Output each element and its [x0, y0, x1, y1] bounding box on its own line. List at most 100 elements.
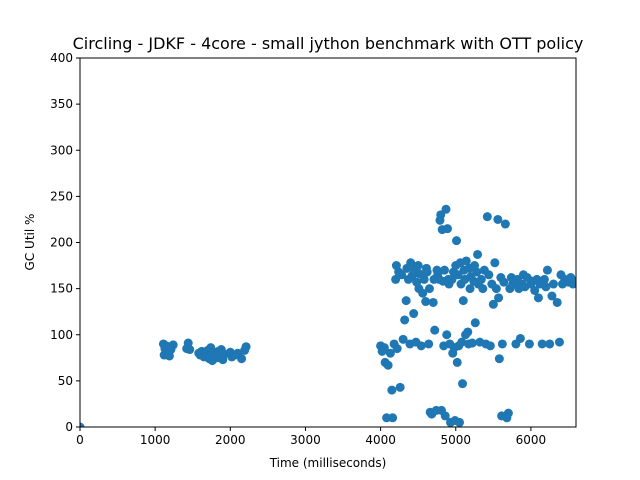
data-point	[482, 212, 492, 222]
data-point	[385, 348, 395, 358]
y-tick-label: 400	[50, 51, 73, 65]
data-point	[530, 285, 540, 295]
data-point	[400, 315, 410, 325]
data-point	[387, 385, 397, 395]
data-point	[484, 270, 494, 280]
data-point	[503, 408, 513, 418]
data-point	[452, 236, 462, 246]
x-tick-label: 5000	[440, 433, 471, 447]
data-point	[379, 343, 389, 353]
data-point	[547, 291, 557, 301]
data-point	[465, 284, 475, 294]
data-point	[395, 382, 405, 392]
data-point	[398, 334, 408, 344]
data-point	[413, 261, 423, 271]
y-tick-label: 350	[50, 97, 73, 111]
data-point	[490, 258, 500, 268]
data-point	[552, 297, 562, 307]
x-tick-label: 6000	[516, 433, 547, 447]
data-point	[476, 274, 486, 284]
data-point	[401, 296, 411, 306]
data-point	[383, 360, 393, 370]
x-tick-label: 0	[76, 433, 84, 447]
data-point	[392, 344, 402, 354]
data-point	[499, 277, 509, 287]
data-point	[442, 330, 452, 340]
data-point	[457, 337, 467, 347]
data-point	[537, 339, 547, 349]
data-point	[488, 299, 498, 309]
x-axis-ticks: 0 1000 2000 3000 4000 5000 6000	[76, 427, 546, 447]
y-tick-label: 50	[58, 374, 73, 388]
y-tick-label: 100	[50, 328, 73, 342]
data-point	[442, 224, 452, 234]
data-point	[497, 339, 507, 349]
data-point	[533, 293, 543, 303]
data-point	[458, 379, 468, 389]
data-point	[554, 337, 564, 347]
data-point	[439, 265, 449, 275]
data-point	[397, 270, 407, 280]
data-point	[430, 325, 440, 335]
data-points	[80, 204, 576, 427]
data-point	[452, 357, 462, 367]
data-point	[428, 297, 438, 307]
y-axis-label: GC Util %	[23, 214, 37, 271]
data-point	[515, 333, 525, 343]
data-point	[424, 339, 434, 349]
data-point	[80, 422, 85, 427]
data-point	[455, 417, 465, 427]
data-point	[441, 204, 451, 214]
data-point	[470, 318, 480, 328]
data-point	[473, 249, 483, 259]
x-tick-label: 3000	[290, 433, 321, 447]
data-point	[440, 411, 450, 421]
y-tick-label: 0	[65, 420, 73, 434]
data-point	[424, 284, 434, 294]
data-point	[409, 309, 419, 319]
data-point	[467, 338, 477, 348]
data-point	[494, 354, 504, 364]
data-point	[416, 341, 426, 351]
data-point	[494, 293, 504, 303]
y-axis-ticks: 0 50 100 150 200 250 300 350 400	[50, 51, 80, 434]
y-tick-label: 200	[50, 236, 73, 250]
data-point	[421, 297, 431, 307]
x-tick-label: 2000	[215, 433, 246, 447]
data-point	[406, 258, 416, 268]
data-point	[542, 265, 552, 275]
x-tick-label: 1000	[140, 433, 171, 447]
data-point	[422, 267, 432, 277]
x-axis-label: Time (milliseconds)	[269, 456, 387, 470]
data-point	[388, 413, 398, 423]
data-point	[419, 274, 429, 284]
y-tick-label: 150	[50, 282, 73, 296]
data-point	[524, 339, 534, 349]
plot-frame	[79, 57, 577, 428]
data-point	[478, 284, 488, 294]
data-point	[168, 340, 178, 350]
y-tick-label: 250	[50, 189, 73, 203]
data-point	[485, 341, 495, 351]
data-point	[418, 288, 428, 298]
x-tick-label: 4000	[365, 433, 396, 447]
data-point	[458, 296, 468, 306]
data-point	[548, 279, 558, 289]
data-point	[472, 267, 482, 277]
data-point	[500, 219, 510, 229]
data-point	[463, 327, 473, 337]
data-point	[545, 339, 555, 349]
data-point	[461, 256, 471, 266]
data-point	[237, 354, 247, 364]
data-point	[491, 284, 501, 294]
y-tick-label: 300	[50, 143, 73, 157]
data-point	[570, 276, 576, 286]
data-point	[241, 342, 251, 352]
data-point	[541, 282, 551, 292]
data-point	[185, 345, 195, 355]
chart-title: Circling - JDKF - 4core - small jython b…	[73, 34, 584, 53]
data-point	[493, 214, 503, 224]
data-point	[539, 274, 549, 284]
